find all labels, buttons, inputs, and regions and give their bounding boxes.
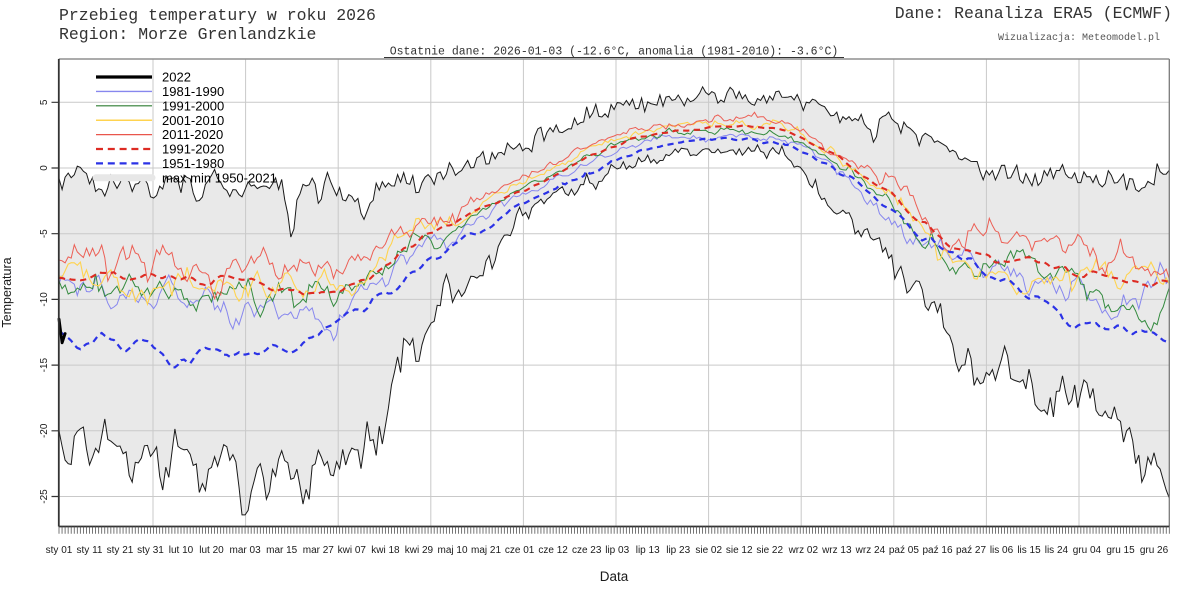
svg-text:kwi 18: kwi 18 [371,545,400,556]
svg-text:cze 12: cze 12 [538,545,568,556]
svg-text:-25: -25 [39,489,50,504]
svg-text:cze 01: cze 01 [505,545,535,556]
svg-text:paź 27: paź 27 [956,545,986,556]
svg-text:gru 04: gru 04 [1073,545,1102,556]
svg-text:sty 01: sty 01 [46,545,73,556]
svg-text:1981-1990: 1981-1990 [162,84,224,99]
svg-text:2022: 2022 [162,70,191,85]
svg-text:mar 03: mar 03 [230,545,262,556]
svg-text:Przebieg temperatury w roku 20: Przebieg temperatury w roku 2026 [59,6,376,25]
svg-text:sty 21: sty 21 [107,545,134,556]
svg-text:wrz 02: wrz 02 [788,545,819,556]
svg-text:wrz 13: wrz 13 [821,545,852,556]
svg-text:-15: -15 [39,357,50,372]
svg-text:sie 22: sie 22 [756,545,783,556]
svg-text:gru 26: gru 26 [1140,545,1169,556]
svg-text:sty 31: sty 31 [137,545,164,556]
svg-text:sty 11: sty 11 [77,545,103,556]
svg-text:5: 5 [39,99,50,105]
svg-text:lip 13: lip 13 [636,545,660,556]
svg-text:0: 0 [39,165,50,171]
svg-text:kwi 29: kwi 29 [405,545,434,556]
svg-text:1991-2000: 1991-2000 [162,98,224,113]
svg-text:lut 20: lut 20 [199,545,224,556]
svg-text:cze 23: cze 23 [572,545,602,556]
svg-text:lis 06: lis 06 [990,545,1014,556]
svg-text:Wizualizacja: Meteomodel.pl: Wizualizacja: Meteomodel.pl [998,32,1160,44]
svg-text:Ostatnie dane: 2026-01-03 (-12: Ostatnie dane: 2026-01-03 (-12.6°C, anom… [390,46,839,59]
svg-text:2001-2010: 2001-2010 [162,113,224,128]
svg-text:mar 15: mar 15 [266,545,298,556]
svg-text:lip 23: lip 23 [666,545,690,556]
svg-text:lut 10: lut 10 [169,545,194,556]
svg-text:wrz 24: wrz 24 [855,545,886,556]
svg-text:paź 16: paź 16 [922,545,952,556]
svg-text:2011-2020: 2011-2020 [162,127,223,142]
svg-text:sie 12: sie 12 [726,545,753,556]
svg-text:paź 05: paź 05 [889,545,919,556]
svg-text:Dane: Reanaliza ERA5 (ECMWF): Dane: Reanaliza ERA5 (ECMWF) [895,4,1172,23]
svg-text:1991-2020: 1991-2020 [162,142,224,157]
svg-text:Temperatura: Temperatura [0,257,14,327]
svg-text:maj 10: maj 10 [437,545,467,556]
svg-text:sie 02: sie 02 [695,545,722,556]
svg-text:-10: -10 [39,292,50,307]
svg-text:gru 15: gru 15 [1106,545,1135,556]
svg-text:lis 15: lis 15 [1017,545,1041,556]
svg-text:maj 21: maj 21 [471,545,501,556]
svg-text:1951-1980: 1951-1980 [162,156,224,171]
svg-text:-20: -20 [39,423,50,438]
svg-text:Data: Data [600,569,629,584]
svg-text:Region: Morze Grenlandzkie: Region: Morze Grenlandzkie [59,25,316,44]
svg-text:lip 03: lip 03 [605,545,629,556]
svg-text:mar 27: mar 27 [303,545,335,556]
svg-text:kwi 07: kwi 07 [338,545,367,556]
svg-text:lis 24: lis 24 [1045,545,1069,556]
svg-text:-5: -5 [39,229,50,238]
svg-text:max min 1950-2021: max min 1950-2021 [162,170,277,185]
